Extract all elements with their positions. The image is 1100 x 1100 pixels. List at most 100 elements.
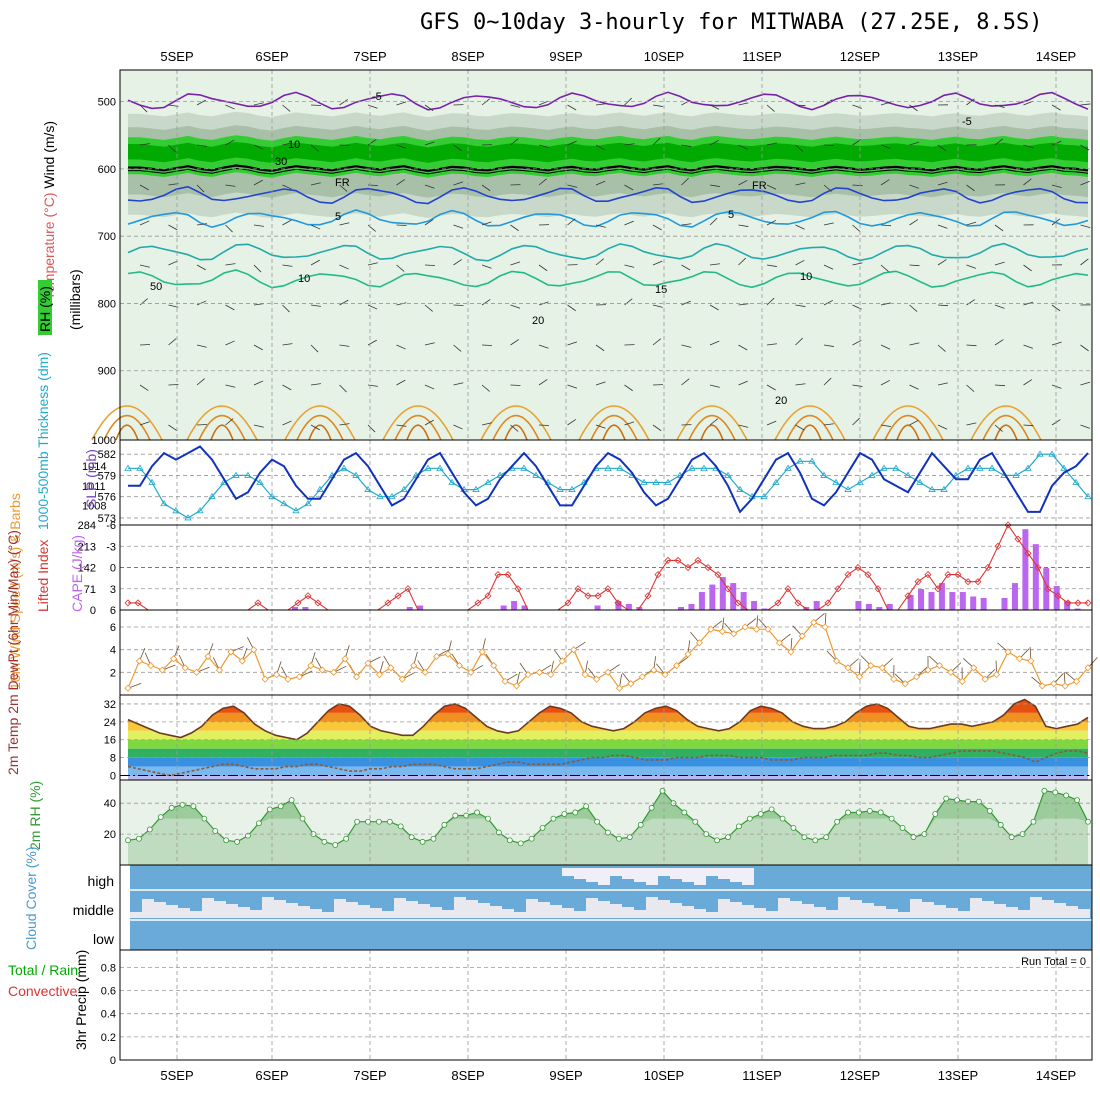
precip-ylabel: 3hr Precip (mm) (73, 950, 89, 1050)
wind-barb (738, 424, 749, 428)
thickness-point (316, 485, 324, 492)
svg-text:CAPE (J/kg): CAPE (J/kg) (69, 535, 85, 612)
wind-barb (595, 180, 606, 186)
wind-speed-point (581, 671, 589, 679)
li-point (944, 571, 952, 579)
wind-barb (538, 344, 549, 349)
cape-bar (1011, 583, 1018, 610)
cloud-middle-bar (478, 903, 490, 918)
temp-line (127, 698, 1089, 741)
pressure-tick-label: 500 (98, 97, 116, 109)
rh2m-point (408, 834, 415, 841)
wind-speed-point (878, 664, 886, 672)
rh2m-point (877, 809, 884, 816)
wind-barb (852, 417, 860, 426)
li-point (644, 592, 652, 600)
wind-speed-point (1004, 648, 1012, 656)
cape-bar (417, 605, 424, 610)
rh2m-point (299, 815, 306, 822)
wind-speed-point (341, 655, 349, 663)
wind-barb (852, 384, 863, 387)
wind-barb (681, 177, 689, 186)
thickness-point (700, 464, 708, 471)
wind-barb (139, 220, 150, 226)
thickness-point (472, 485, 480, 492)
cloud-middle-bar (874, 906, 886, 918)
wind-barb (339, 99, 349, 106)
cape-bar (1043, 568, 1050, 610)
wind-speed-point (627, 680, 635, 688)
warm-contour (103, 414, 151, 441)
wind-barb (282, 343, 293, 346)
cape-bar (959, 592, 966, 610)
wind-barb (852, 339, 862, 346)
slp-tick-label: 1011 (82, 481, 106, 493)
wind-barb (709, 418, 719, 426)
date-tick-label: 5SEP (160, 1068, 193, 1083)
li-point (394, 592, 402, 600)
wind-barb (652, 424, 662, 432)
contour-label: 50 (150, 281, 162, 293)
wind-speed-point (387, 664, 395, 672)
wind-barb (595, 258, 605, 266)
cloud-middle-bar (862, 903, 874, 918)
cloud-middle-bar (454, 897, 466, 918)
cloud-middle-bar (202, 898, 214, 918)
wind-speed-point (981, 675, 989, 683)
warm-contour (798, 424, 822, 441)
svg-text:Temperature (°C) Wind (m/s): Temperature (°C) Wind (m/s) (41, 121, 57, 300)
cloud-middle-bar (958, 911, 970, 918)
wind-barb (310, 424, 320, 431)
wind-speed-point (433, 652, 441, 661)
wind-speed-point (901, 680, 909, 688)
date-tick-label: 11SEP (742, 1068, 782, 1083)
thickness-point (1024, 464, 1032, 471)
thickness-point (616, 464, 624, 471)
cloud-middle-bar (970, 898, 982, 918)
date-tick-label: 7SEP (353, 1068, 386, 1083)
thickness-point (928, 485, 936, 492)
li-point (664, 556, 672, 564)
cape-bar (907, 595, 914, 610)
rh2m-point (365, 818, 371, 825)
cape-bar (302, 607, 309, 610)
li-point (1054, 592, 1062, 600)
wind-barb (453, 144, 462, 152)
temp-band (128, 775, 1088, 780)
cloud-middle-bar (1030, 897, 1042, 918)
wind-barb (681, 99, 691, 106)
wind-barb (595, 144, 605, 151)
wind-barb (367, 139, 377, 146)
wind-speed-point (135, 657, 143, 665)
wind-speed-point (524, 671, 532, 679)
wind-barb (823, 222, 834, 226)
temp-tick-label: 16 (104, 735, 116, 747)
wind-barb (538, 379, 548, 386)
wind-speed-point (638, 673, 646, 681)
cloud-middle-bar (310, 909, 322, 918)
wind-barb (367, 224, 376, 232)
thickness-point (1060, 464, 1068, 471)
wind-barb (709, 340, 720, 346)
wind-tick-label: 6 (110, 622, 116, 634)
wind-barb (367, 104, 378, 109)
rh2m-point (1041, 787, 1048, 794)
date-tick-label: 8SEP (451, 1068, 484, 1083)
wind-speed-point (501, 677, 509, 685)
wind-barb (567, 341, 578, 346)
li-point (834, 585, 842, 593)
thickness-point (124, 464, 132, 471)
wind-barb (823, 264, 834, 270)
wind-barb (225, 340, 235, 346)
wind-barb (367, 424, 376, 433)
wind-barb (396, 224, 407, 226)
cloud-middle-bar (682, 906, 694, 918)
li-point (1004, 521, 1012, 529)
wind-speed-point (604, 668, 612, 676)
wind-barb (424, 264, 436, 266)
wind-barb (937, 144, 947, 152)
wind-barb (852, 224, 861, 232)
cloud-high-bar (658, 868, 670, 876)
cloud-high-bar (706, 868, 718, 876)
thickness-point (604, 464, 612, 471)
